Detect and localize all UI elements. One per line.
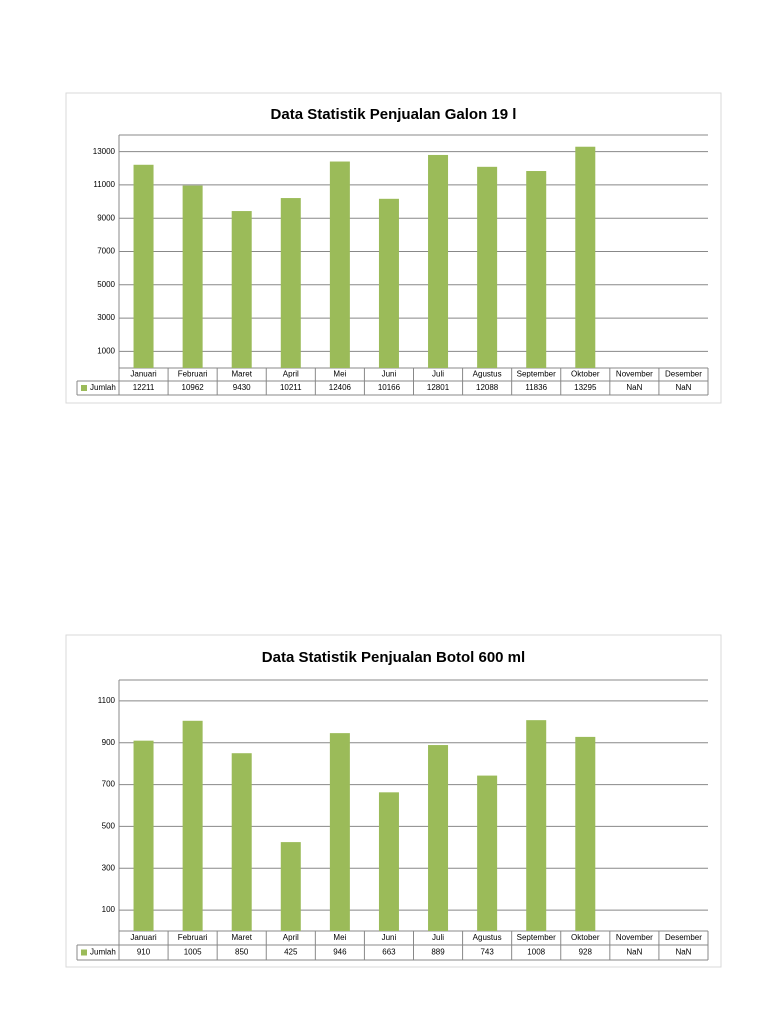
x-tick-label: September (517, 933, 556, 942)
x-tick-label: Desember (665, 370, 702, 379)
bar (526, 171, 547, 368)
legend-swatch (81, 949, 87, 956)
x-tick-label: November (616, 370, 653, 379)
bar (133, 164, 154, 368)
x-tick-label: April (283, 370, 299, 379)
y-tick-label: 100 (102, 905, 116, 914)
table-value: NaN (626, 383, 642, 392)
x-tick-label: Januari (130, 370, 156, 379)
table-value: 13295 (574, 383, 597, 392)
x-tick-label: Mei (333, 370, 346, 379)
x-tick-label: Mei (333, 933, 346, 942)
table-value: 743 (480, 948, 494, 957)
bar (378, 792, 399, 931)
x-tick-label: November (616, 933, 653, 942)
chart-title: Data Statistik Penjualan Botol 600 ml (262, 649, 525, 666)
x-tick-label: Juni (382, 933, 397, 942)
x-tick-label: Maret (231, 933, 252, 942)
x-tick-label: Maret (231, 370, 252, 379)
table-value: 12406 (329, 383, 352, 392)
x-tick-label: Februari (178, 933, 208, 942)
bar (182, 185, 203, 368)
bar (231, 211, 252, 368)
legend-label: Jumlah (90, 948, 116, 957)
table-value: 10962 (182, 383, 205, 392)
bar (378, 198, 399, 368)
table-value: 889 (431, 948, 445, 957)
y-tick-label: 1100 (98, 696, 116, 705)
y-tick-label: 9000 (97, 213, 115, 222)
y-tick-label: 11000 (93, 180, 115, 189)
x-tick-label: Juni (382, 370, 397, 379)
legend-swatch (81, 385, 87, 391)
table-value: 10166 (378, 383, 401, 392)
x-tick-label: April (283, 933, 299, 942)
table-value: 9430 (233, 383, 251, 392)
table-value: 663 (382, 948, 396, 957)
table-value: 12211 (133, 383, 155, 392)
bar (133, 740, 154, 931)
table-value: 1005 (184, 948, 202, 957)
bar (280, 198, 301, 368)
x-tick-label: Desember (665, 933, 702, 942)
y-tick-label: 500 (102, 822, 116, 831)
table-value: 10211 (280, 383, 302, 392)
table-value: 850 (235, 948, 249, 957)
bar (280, 842, 301, 931)
table-value: 11836 (525, 383, 547, 392)
bar (575, 736, 596, 931)
x-tick-label: September (517, 370, 556, 379)
chart-title: Data Statistik Penjualan Galon 19 l (271, 106, 517, 123)
table-value: NaN (675, 383, 691, 392)
bar (329, 161, 350, 368)
y-tick-label: 3000 (97, 313, 115, 322)
table-value: NaN (675, 948, 691, 957)
y-tick-label: 13000 (93, 147, 116, 156)
bar (575, 146, 596, 368)
table-value: 1008 (527, 948, 545, 957)
y-tick-label: 1000 (97, 346, 115, 355)
bar (182, 720, 203, 931)
bar (428, 745, 449, 931)
bar (477, 775, 498, 931)
y-tick-label: 5000 (97, 280, 115, 289)
x-tick-label: Juli (432, 933, 444, 942)
table-value: 12088 (476, 383, 499, 392)
table-value: 12801 (427, 383, 450, 392)
x-tick-label: Agustus (473, 933, 502, 942)
legend-label: Jumlah (90, 383, 116, 392)
y-tick-label: 900 (102, 738, 116, 747)
table-value: 910 (137, 948, 151, 957)
x-tick-label: Agustus (473, 370, 502, 379)
y-tick-label: 700 (102, 780, 116, 789)
y-tick-label: 7000 (97, 247, 115, 256)
table-value: NaN (626, 948, 642, 957)
x-tick-label: Juli (432, 370, 444, 379)
table-value: 425 (284, 948, 298, 957)
y-tick-label: 300 (102, 863, 116, 872)
x-tick-label: Januari (130, 933, 156, 942)
bar (329, 733, 350, 931)
bar (477, 166, 498, 368)
table-value: 928 (579, 948, 593, 957)
x-tick-label: Oktober (571, 370, 600, 379)
x-tick-label: Oktober (571, 933, 600, 942)
bar (231, 753, 252, 931)
table-value: 946 (333, 948, 347, 957)
bar (428, 154, 449, 368)
bar (526, 720, 547, 931)
x-tick-label: Februari (178, 370, 208, 379)
